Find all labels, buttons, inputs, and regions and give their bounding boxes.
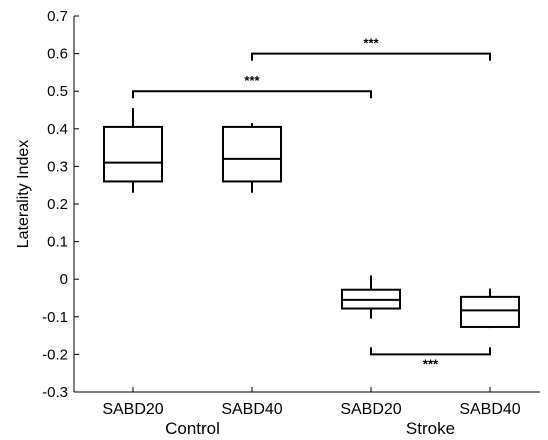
y-tick-label: 0.4 xyxy=(47,121,68,138)
box-0 xyxy=(103,108,163,193)
y-tick-label: 0.1 xyxy=(47,234,68,251)
y-tick-label: 0.3 xyxy=(47,158,68,175)
y-axis-label: Laterality Index xyxy=(15,140,32,249)
box-2 xyxy=(341,275,401,319)
y-tick-label: -0.1 xyxy=(42,309,68,326)
box-plots xyxy=(103,108,520,329)
axes: -0.3 -0.2 -0.1 0 0.1 0.2 0.3 0.4 0.5 0.6 0.7 SABD20… xyxy=(42,8,540,438)
y-tick-label: -0.3 xyxy=(42,384,68,401)
box-1 xyxy=(222,123,282,193)
bracket-line xyxy=(251,52,491,61)
significance-brackets: *** *** *** xyxy=(132,36,491,371)
y-tick-label: 0.2 xyxy=(47,196,68,213)
significance-label: *** xyxy=(423,356,439,371)
x-tick-label: SABD20 xyxy=(102,401,163,418)
significance-label: *** xyxy=(244,73,260,88)
group-label: Control xyxy=(165,419,220,438)
box-iqr xyxy=(103,125,163,183)
y-tick-label: -0.2 xyxy=(42,346,68,363)
x-tick-label: SABD40 xyxy=(221,401,282,418)
box-iqr xyxy=(460,295,520,328)
x-tick-label: SABD20 xyxy=(340,401,401,418)
significance-bracket-1: *** xyxy=(251,36,491,61)
y-tick-label: 0.5 xyxy=(47,83,68,100)
bracket-line xyxy=(132,90,372,99)
x-tick-label: SABD40 xyxy=(459,401,520,418)
y-tick-label: 0.7 xyxy=(47,8,68,25)
y-tick-label: 0 xyxy=(60,271,68,288)
significance-label: *** xyxy=(363,36,379,51)
significance-bracket-2: *** xyxy=(370,347,491,371)
y-tick-label: 0.6 xyxy=(47,46,68,63)
significance-bracket-0: *** xyxy=(132,73,372,99)
box-3 xyxy=(460,288,520,329)
box-iqr xyxy=(222,125,282,183)
group-label: Stroke xyxy=(406,419,455,438)
bracket-line xyxy=(370,347,491,356)
